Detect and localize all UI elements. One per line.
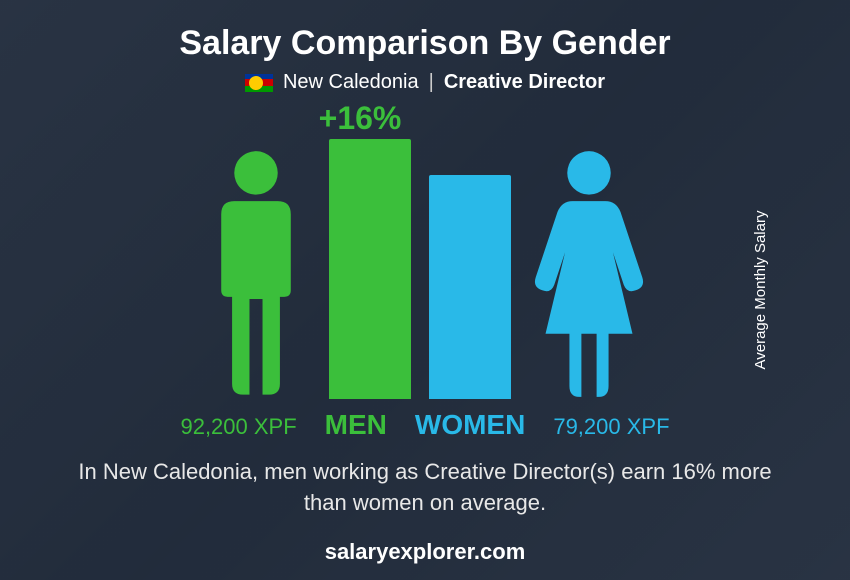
summary-text: In New Caledonia, men working as Creativ… [55,457,795,519]
bar-men [329,139,411,399]
men-salary: 92,200 XPF [180,414,296,440]
site-label: salaryexplorer.com [325,539,526,565]
women-label: WOMEN [415,409,525,441]
separator: | [429,71,434,94]
country-label: New Caledonia [283,71,419,94]
infographic-container: Salary Comparison By Gender New Caledoni… [0,0,850,580]
labels-row: 92,200 XPF MEN WOMEN 79,200 XPF [180,409,669,441]
female-icon [529,149,649,399]
male-icon [201,149,311,399]
women-salary: 79,200 XPF [553,414,669,440]
flag-icon [245,74,273,92]
job-title: Creative Director [444,71,605,94]
men-label: MEN [325,409,387,441]
page-title: Salary Comparison By Gender [179,24,670,63]
subtitle-row: New Caledonia | Creative Director [245,71,605,94]
bar-women [429,175,511,399]
chart-area [201,139,649,399]
y-axis-label: Average Monthly Salary [752,211,769,370]
difference-label: +16% [319,100,402,137]
